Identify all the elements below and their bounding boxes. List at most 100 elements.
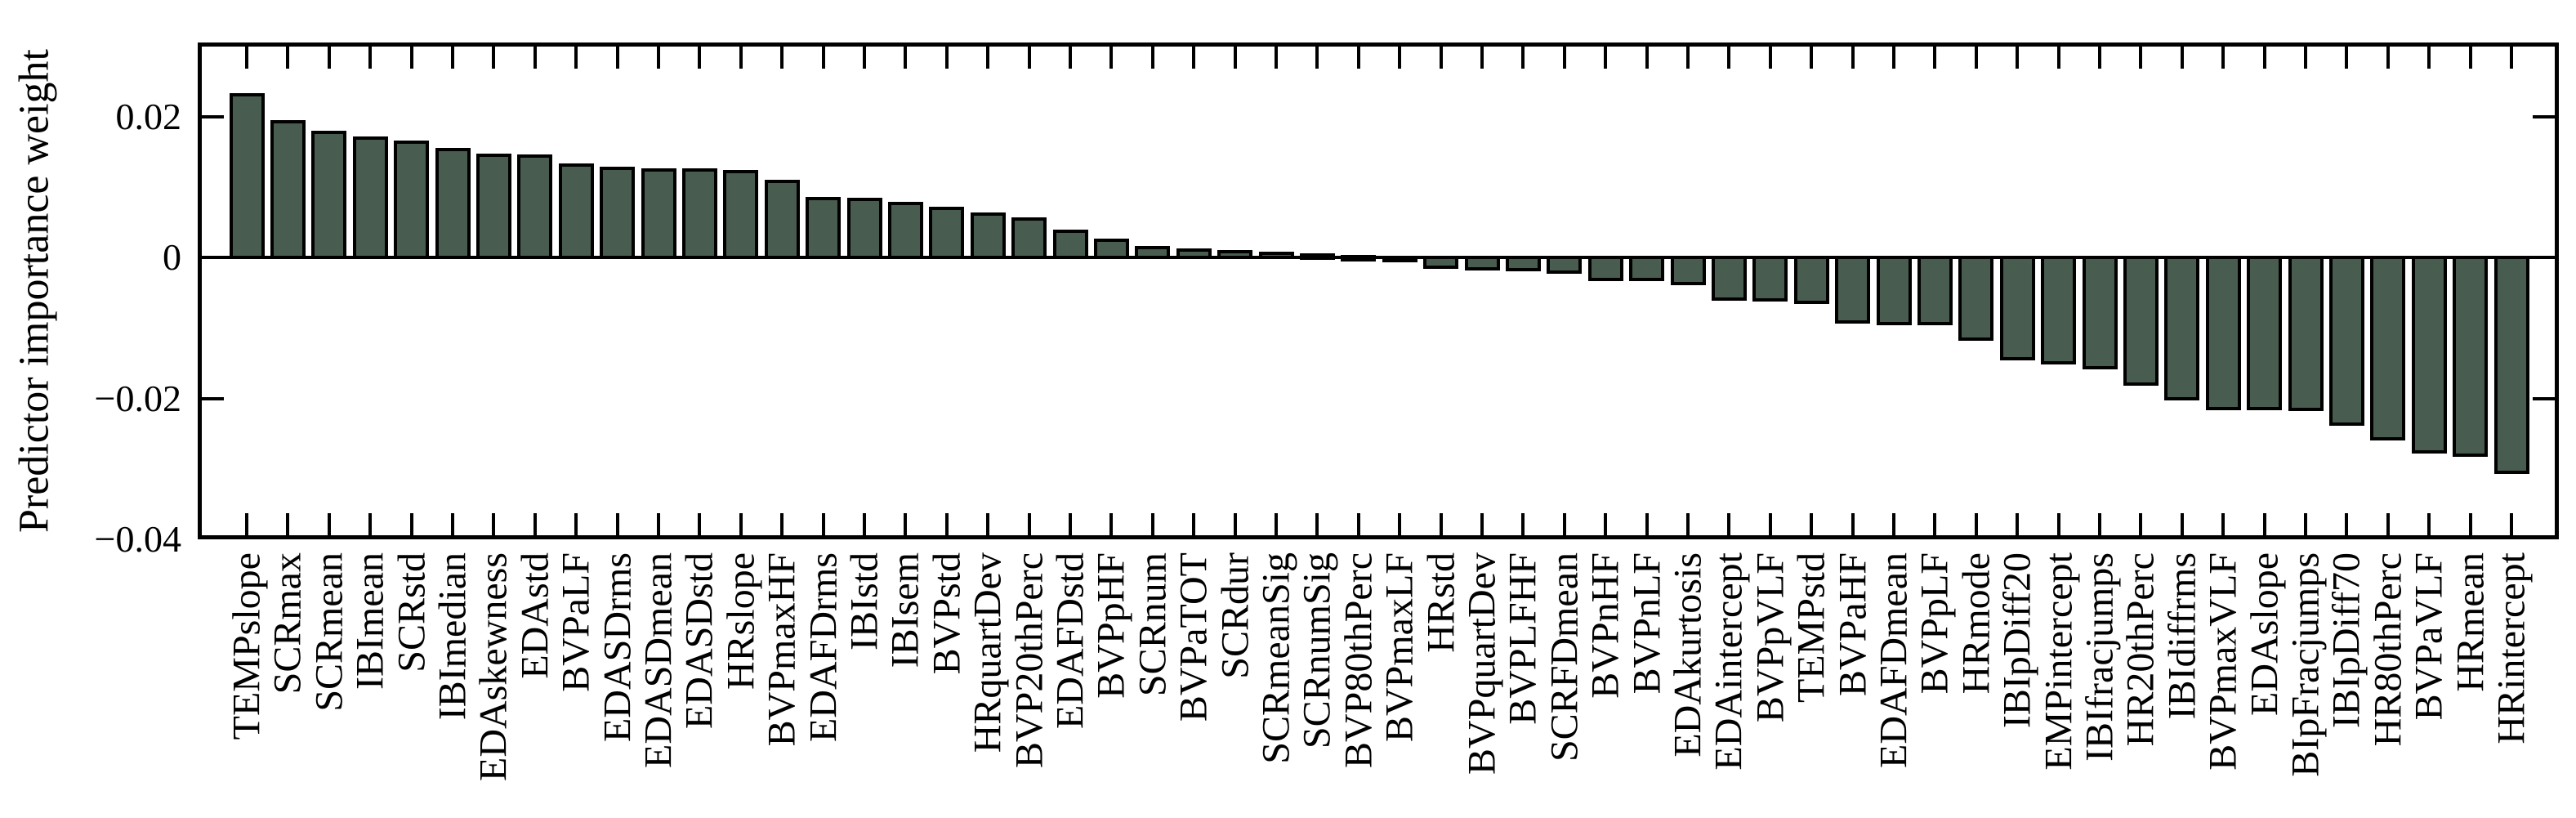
x-tick-top [739,47,743,69]
x-tick-bottom [368,513,373,535]
x-tick-top [1275,47,1278,69]
x-tick-top [1851,47,1855,69]
x-tick-bottom [698,513,702,535]
x-tick-bottom [286,513,290,535]
x-tick-label-SCRstd: SCRstd [390,552,434,673]
x-tick-label-IBIfracjumps: IBIfracjumps [2078,552,2122,762]
x-tick-label-BVPstd: BVPstd [925,552,969,675]
x-tick-bottom [1974,513,1978,535]
bar-SCRstd [394,140,430,259]
bar-BVPpVLF [1752,256,1788,302]
bar-BVPnLF [1629,256,1665,281]
x-tick-bottom [615,513,619,535]
x-tick-top [986,47,990,69]
x-tick-label-EDAFDmean: EDAFDmean [1872,552,1916,768]
x-tick-label-SCRmean: SCRmean [307,552,351,712]
bar-BVPaVLF [2411,256,2447,454]
y-tick-left [202,114,224,118]
x-tick-label-EDASDstd: EDASDstd [677,552,721,730]
y-tick-left [202,396,224,400]
bar-BVP80thPerc [1341,255,1377,262]
bar-BVPmaxLF [1382,256,1417,262]
x-tick-label-HRslope: HRslope [719,552,763,690]
x-tick-top [698,47,702,69]
bar-EDAFDstd [1052,230,1088,259]
x-tick-top [1974,47,1978,69]
x-tick-bottom [1480,513,1484,535]
bar-HRmean [2453,256,2489,458]
x-tick-top [2139,47,2143,69]
plot-area [198,42,2559,539]
bar-BVPstd [929,206,965,259]
x-tick-label-BVPpHF: BVPpHF [1089,552,1133,699]
y-tick-right [2533,396,2555,400]
x-tick-bottom [2262,513,2266,535]
x-tick-top [2427,47,2431,69]
x-tick-top [1356,47,1360,69]
zero-baseline [202,256,2555,259]
x-tick-label-SCRnumSig: SCRnumSig [1295,552,1339,749]
x-tick-bottom [1356,513,1360,535]
x-tick-bottom [1521,513,1525,535]
x-tick-top [615,47,619,69]
bar-HRstd [1423,256,1459,270]
x-tick-top [245,47,248,69]
x-tick-top [2345,47,2349,69]
x-tick-top [1604,47,1608,69]
x-tick-label-BVPpVLF: BVPpVLF [1748,552,1792,723]
x-tick-label-EDAkurtosis: EDAkurtosis [1666,552,1710,758]
y-tick-right [2533,256,2555,259]
x-tick-bottom [451,513,454,535]
x-tick-bottom [1192,513,1196,535]
x-tick-bottom [2468,513,2472,535]
x-tick-bottom [944,513,949,535]
x-tick-bottom [657,513,660,535]
x-tick-bottom [1851,513,1855,535]
x-tick-label-EDAFDstd: EDAFDstd [1048,552,1092,730]
x-tick-top [1521,47,1525,69]
x-tick-bottom [2221,513,2226,535]
x-tick-label-HRmean: HRmean [2449,552,2493,692]
x-tick-bottom [327,513,331,535]
x-tick-bottom [1398,513,1402,535]
x-tick-top [2056,47,2060,69]
x-tick-bottom [2016,513,2020,535]
x-tick-label-IBIdiffrms: IBIdiffrms [2160,552,2204,720]
bar-SCRmeanSig [1258,251,1294,259]
bar-EDAFDmean [1876,256,1912,326]
x-tick-top [2221,47,2226,69]
x-tick-label-BVP80thPerc: BVP80thPerc [1337,552,1381,768]
x-tick-bottom [1727,513,1731,535]
bar-EMPintercept [2041,256,2077,364]
x-tick-top [2180,47,2184,69]
x-tick-bottom [1275,513,1278,535]
x-tick-label-BIpFracjumps: BIpFracjumps [2284,552,2328,777]
y-tick-label-0.02: 0.02 [115,95,182,137]
bar-EDAskewness [475,153,511,259]
x-tick-bottom [2056,513,2060,535]
bar-IBIpDiff20 [1999,256,2035,361]
x-tick-top [821,47,825,69]
x-tick-label-SCRmeanSig: SCRmeanSig [1254,552,1298,764]
x-tick-label-BVPaVLF: BVPaVLF [2407,552,2451,721]
x-tick-label-EDAintercept: EDAintercept [1707,552,1751,771]
x-tick-label-IBIsem: IBIsem [883,552,927,668]
x-tick-label-BVPmaxVLF: BVPmaxVLF [2201,552,2245,771]
x-tick-label-EMPintercept: EMPintercept [2037,552,2081,771]
x-tick-top [2468,47,2472,69]
x-tick-top [1109,47,1114,69]
x-tick-bottom [2139,513,2143,535]
x-tick-label-EDAskewness: EDAskewness [471,552,516,781]
x-tick-bottom [2345,513,2349,535]
x-tick-bottom [1439,513,1443,535]
x-tick-top [2304,47,2307,69]
x-tick-label-BVPnLF: BVPnLF [1625,552,1669,695]
x-tick-label-IBImean: IBImean [348,552,392,690]
bar-IBIfracjumps [2082,256,2118,370]
x-tick-top [1233,47,1237,69]
x-tick-bottom [1810,513,1814,535]
x-tick-top [1727,47,1731,69]
x-tick-bottom [1768,513,1772,535]
bar-BVPmaxHF [764,179,800,259]
x-tick-top [409,47,413,69]
